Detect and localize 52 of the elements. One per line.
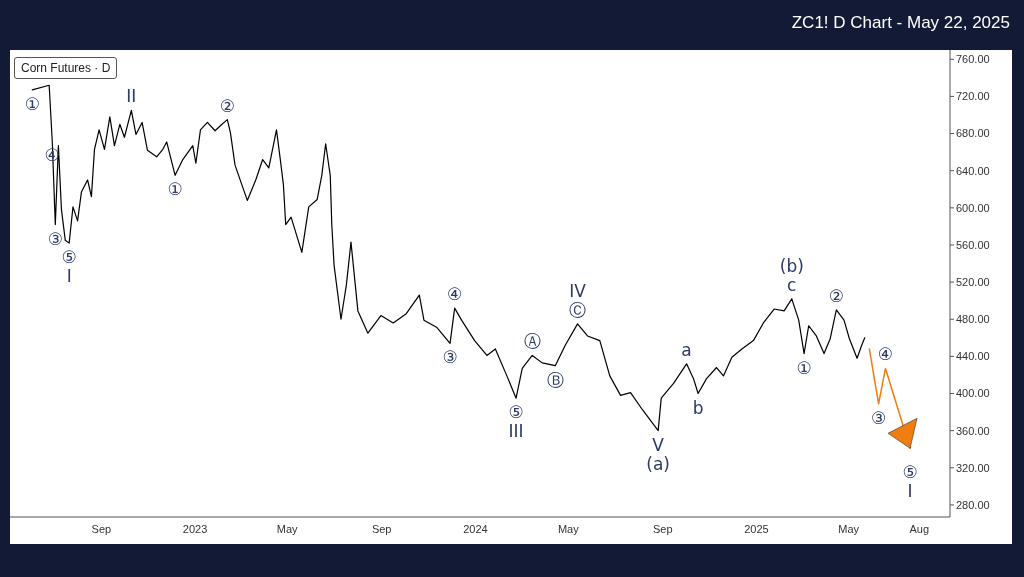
annotation: I [907, 481, 913, 502]
annotation: II [126, 86, 137, 107]
y-tick-label: 560.00 [956, 238, 990, 251]
y-tick-label: 720.00 [956, 90, 990, 103]
y-tick-label: 680.00 [956, 127, 990, 140]
annotation: ⑤ [902, 462, 918, 483]
annotation: ② [219, 95, 235, 116]
annotation: Ⓑ [546, 369, 564, 390]
annotation: IV [569, 280, 587, 301]
annotation: ⑤ [61, 247, 77, 268]
text: Corn Futures · D [14, 57, 118, 79]
y-tick-label: 520.00 [956, 276, 990, 289]
x-tick-label: Sep [91, 522, 112, 535]
x-tick-label: Sep [371, 522, 392, 535]
y-tick-label: 600.00 [956, 201, 990, 214]
annotation: (b) [779, 255, 804, 276]
y-tick-label: 320.00 [956, 461, 990, 474]
annotation: ① [24, 93, 40, 114]
annotation: ③ [47, 228, 63, 249]
annotation: a [681, 339, 692, 360]
x-tick-label: May [557, 522, 580, 535]
annotation: ⑤ [508, 402, 524, 423]
x-tick-label: Aug [909, 522, 930, 535]
y-tick-label: 480.00 [956, 313, 990, 326]
y-tick-label: 440.00 [956, 350, 990, 363]
annotation: ④ [447, 284, 463, 305]
y-tick-label: 640.00 [956, 164, 990, 177]
annotation: ① [167, 179, 183, 200]
annotation: c [787, 274, 797, 295]
annotation: b [692, 397, 704, 418]
annotation: Ⓒ [569, 299, 587, 320]
x-tick-label: 2024 [463, 522, 488, 535]
annotation: III [508, 421, 524, 442]
annotation: ① [796, 357, 812, 378]
x-tick-label: 2023 [182, 522, 208, 535]
annotation: ③ [442, 347, 458, 368]
y-tick-label: 280.00 [956, 498, 990, 511]
y-tick-label: 400.00 [956, 387, 990, 400]
x-tick-label: Sep [652, 522, 673, 535]
annotation: I [66, 266, 72, 287]
annotation: ③ [870, 407, 887, 428]
chart-title: ZC1! D Chart - May 22, 2025 [791, 13, 1010, 33]
y-tick-label: 360.00 [956, 424, 990, 437]
annotation: ② [828, 285, 844, 306]
annotation: ④ [877, 344, 894, 365]
y-tick-label: 760.00 [956, 53, 990, 66]
annotation: V [652, 434, 665, 455]
x-tick-label: 2025 [744, 522, 769, 535]
x-tick-label: May [838, 522, 860, 535]
annotation: (a) [646, 453, 671, 474]
annotation: Ⓐ [523, 331, 541, 352]
x-tick-label: May [276, 522, 299, 535]
